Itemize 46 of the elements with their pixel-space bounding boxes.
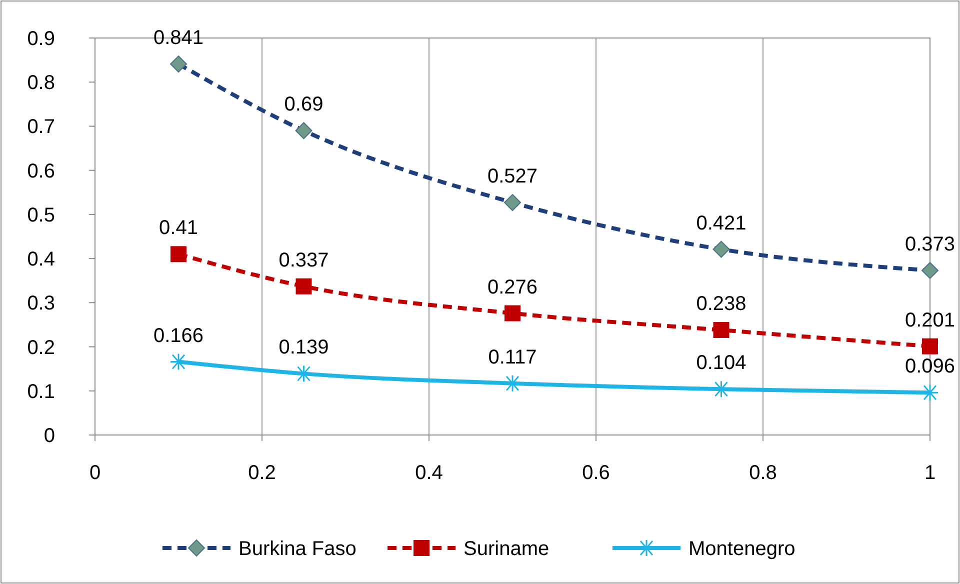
- point: [712, 240, 730, 258]
- y-tick-label: 0.8: [27, 72, 55, 94]
- data-label: 0.527: [487, 166, 538, 188]
- point: [922, 338, 938, 354]
- point: [712, 380, 730, 398]
- legend-label: Suriname: [464, 538, 550, 560]
- point: [296, 278, 312, 294]
- point: [295, 364, 312, 382]
- data-label: 0.276: [487, 276, 538, 298]
- y-tick-label: 0: [44, 425, 55, 447]
- y-tick-label: 0.7: [27, 116, 55, 138]
- x-tick-label: 0.8: [749, 462, 777, 484]
- legend-label: Burkina Faso: [238, 538, 356, 560]
- point: [504, 194, 521, 212]
- x-tick-label: 1: [924, 462, 936, 484]
- point: [504, 305, 520, 322]
- x-tick-label: 0.6: [582, 462, 610, 484]
- data-label: 0.841: [153, 27, 204, 50]
- point: [170, 56, 187, 73]
- y-tick-label: 0.5: [27, 204, 55, 226]
- data-label: 0.201: [904, 309, 956, 332]
- data-label: 0.238: [696, 293, 746, 316]
- data-label: 0.337: [278, 249, 329, 272]
- point: [295, 122, 312, 140]
- data-label: 0.117: [488, 346, 537, 368]
- point: [922, 262, 938, 279]
- x-tick-label: 0: [89, 462, 101, 484]
- y-tick-label: 0.2: [27, 336, 55, 359]
- data-label: 0.166: [153, 324, 204, 347]
- data-label: 0.096: [904, 356, 956, 378]
- point: [713, 322, 730, 338]
- data-label: 0.139: [278, 336, 329, 359]
- data-label: 0.69: [284, 94, 324, 116]
- x-tick-label: 0.4: [415, 462, 443, 484]
- y-tick-label: 0.3: [27, 292, 55, 315]
- y-tick-label: 0.6: [27, 160, 55, 182]
- data-label: 0.104: [696, 352, 746, 374]
- point: [170, 246, 186, 262]
- y-tick-label: 0.4: [27, 248, 55, 271]
- x-tick-label: 0.2: [248, 462, 276, 484]
- y-tick-label: 0.1: [27, 380, 55, 403]
- data-label: 0.373: [904, 233, 956, 256]
- y-tick-label: 0.9: [27, 28, 55, 50]
- data-label: 0.41: [159, 217, 198, 240]
- legend-label: Montenegro: [688, 538, 796, 560]
- data-label: 0.421: [696, 212, 746, 234]
